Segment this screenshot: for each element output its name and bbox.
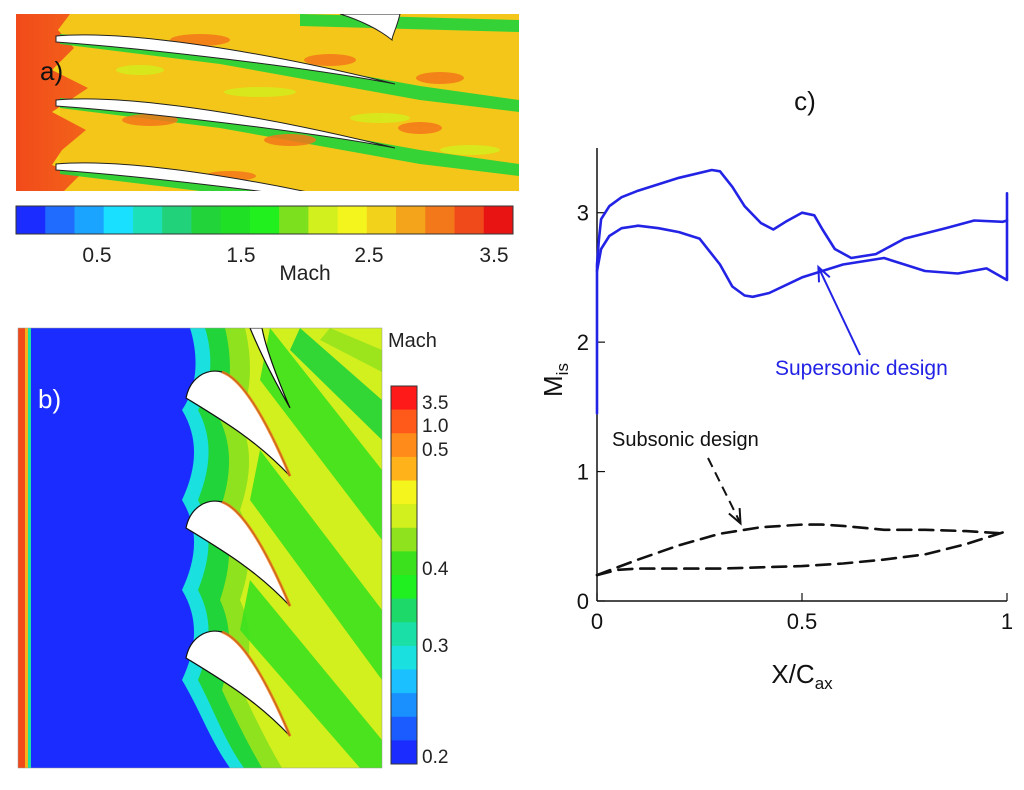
panel-b-colorbar-segments: [391, 386, 417, 765]
panel-a-colorbar-frame: [15, 205, 514, 235]
panel-a-colorbar-segments: [16, 206, 514, 234]
panel-b-colorbar-segment: [391, 409, 417, 434]
chart-title: c): [794, 86, 816, 116]
panel-b-field: [182, 328, 382, 768]
panel-b-contour: [18, 328, 382, 768]
annotation-supersonic-label: Supersonic design: [775, 357, 948, 380]
panel-a-colorbar-segment: [366, 206, 397, 234]
panel-b-colorbar: Mach 3.5 1.0 0.5 0.4 0.3 0.2: [388, 330, 449, 768]
panel-a-contour: [16, 14, 519, 191]
panel-b-colorbar-segment: [391, 716, 417, 741]
annotation-arrow: [817, 266, 861, 356]
panel-a-colorbar-segment: [74, 206, 105, 234]
panel-a-colorbar-segment: [162, 206, 192, 234]
panel-b-colorbar-tick: 0.5: [422, 440, 448, 461]
panel-b-frame: [17, 327, 383, 769]
y-axis-label: Mis: [538, 363, 572, 397]
panel-a-colorbar-tick: 3.5: [479, 244, 508, 267]
panel-a-colorbar-title: Mach: [279, 262, 330, 285]
chart-annotations: [707, 264, 861, 526]
panel-b-colorbar-segment: [391, 551, 417, 576]
panel-a-inlet-region: [16, 14, 88, 191]
panel-a-colorbar-segment: [16, 206, 46, 234]
series-line-supersonic-design: [595, 168, 1009, 415]
y-tick-label: 2: [577, 330, 589, 355]
panel-a-colorbar-segment: [308, 206, 339, 234]
panel-b-inlet-strip-2: [25, 328, 28, 768]
panel-b-colorbar-segment: [391, 575, 417, 600]
panel-b-blade-edges: [221, 370, 292, 737]
chart-axes: 0 0.5 1 0 1 2 3: [577, 148, 1013, 634]
panel-b-colorbar-tick: 1.0: [422, 416, 448, 437]
series-line-supersonic-design-lower-branch: [595, 219, 1009, 299]
panel-b-blades: [185, 328, 291, 737]
panel-a-colorbar-segment: [396, 206, 426, 234]
panel-b-colorbar-segment: [391, 386, 417, 411]
panel-a-colorbar-segment: [132, 206, 163, 234]
x-tick-label: 1: [1001, 609, 1013, 634]
panel-a-colorbar-tick: 0.5: [82, 244, 111, 267]
annotation-arrow: [707, 457, 742, 524]
panel-b-inlet-strip: [18, 328, 25, 768]
panel-a-colorbar-tick: 1.5: [226, 244, 255, 267]
panel-a-colorbar-segment: [454, 206, 485, 234]
annotation-subsonic-label: Subsonic design: [612, 429, 759, 451]
panel-c-chart: c) 0 0.5 1 0 1 2 3 X/Cax Mis Supersonic design…: [538, 86, 1013, 693]
series-line-subsonic-design: [595, 523, 1009, 577]
panel-a-colorbar-segment: [45, 206, 75, 234]
panel-a-colorbar-segment: [191, 206, 222, 234]
panel-b-label: b): [38, 384, 61, 414]
panel-b-colorbar-segment: [391, 480, 417, 505]
x-axis-label: X/Cax: [771, 659, 833, 693]
panel-a-colorbar-segment: [279, 206, 309, 234]
series-line-subsonic-design-lower-branch: [595, 529, 1009, 577]
panel-a-colorbar-segment: [425, 206, 456, 234]
panel-b-colorbar-tick: 0.4: [422, 559, 449, 580]
panel-b-colorbar-tick: 0.2: [422, 747, 448, 768]
panel-b-colorbar-segment: [391, 527, 417, 552]
panel-b-colorbar-segment: [391, 433, 417, 458]
x-tick-label: 0: [591, 609, 603, 634]
panel-b-inlet-strip-3: [28, 328, 31, 768]
panel-a-light-patches: [116, 65, 500, 155]
panel-b-colorbar-tick: 0.3: [422, 636, 448, 657]
panel-b-colorbar-segment: [391, 456, 417, 481]
panel-a-colorbar-segment: [337, 206, 368, 234]
panel-b-colorbar-frame: [390, 385, 418, 765]
panel-b-colorbar-segment: [391, 622, 417, 647]
panel-a-colorbar-tick: 2.5: [354, 244, 383, 267]
panel-a-colorbar-segment: [103, 206, 134, 234]
panel-b-colorbar-segment: [391, 669, 417, 694]
panel-a-label: a): [40, 56, 63, 86]
panel-a-colorbar-segment: [249, 206, 280, 234]
chart-series: [595, 168, 1009, 577]
y-tick-label: 0: [577, 589, 589, 614]
panel-a-colorbar-segment: [483, 206, 514, 234]
panel-b-colorbar-segment: [391, 740, 417, 765]
panel-a-colorbar-segment: [220, 206, 251, 234]
annotation-arrowhead: [728, 508, 742, 526]
panel-b-colorbar-title: Mach: [388, 330, 437, 352]
panel-a-blades: [55, 14, 401, 191]
y-tick-label: 1: [577, 460, 589, 485]
panel-b-colorbar-segment: [391, 598, 417, 623]
panel-b-colorbar-segment: [391, 645, 417, 670]
x-tick-label: 0.5: [787, 609, 818, 634]
panel-b-colorbar-tick: 3.5: [422, 393, 448, 414]
panel-b-colorbar-segment: [391, 693, 417, 718]
y-tick-label: 3: [577, 201, 589, 226]
annotation-arrowhead: [817, 264, 831, 283]
panel-b-colorbar-segment: [391, 504, 417, 529]
panel-a-colorbar: 0.5 1.5 2.5 3.5 Mach: [15, 205, 514, 285]
